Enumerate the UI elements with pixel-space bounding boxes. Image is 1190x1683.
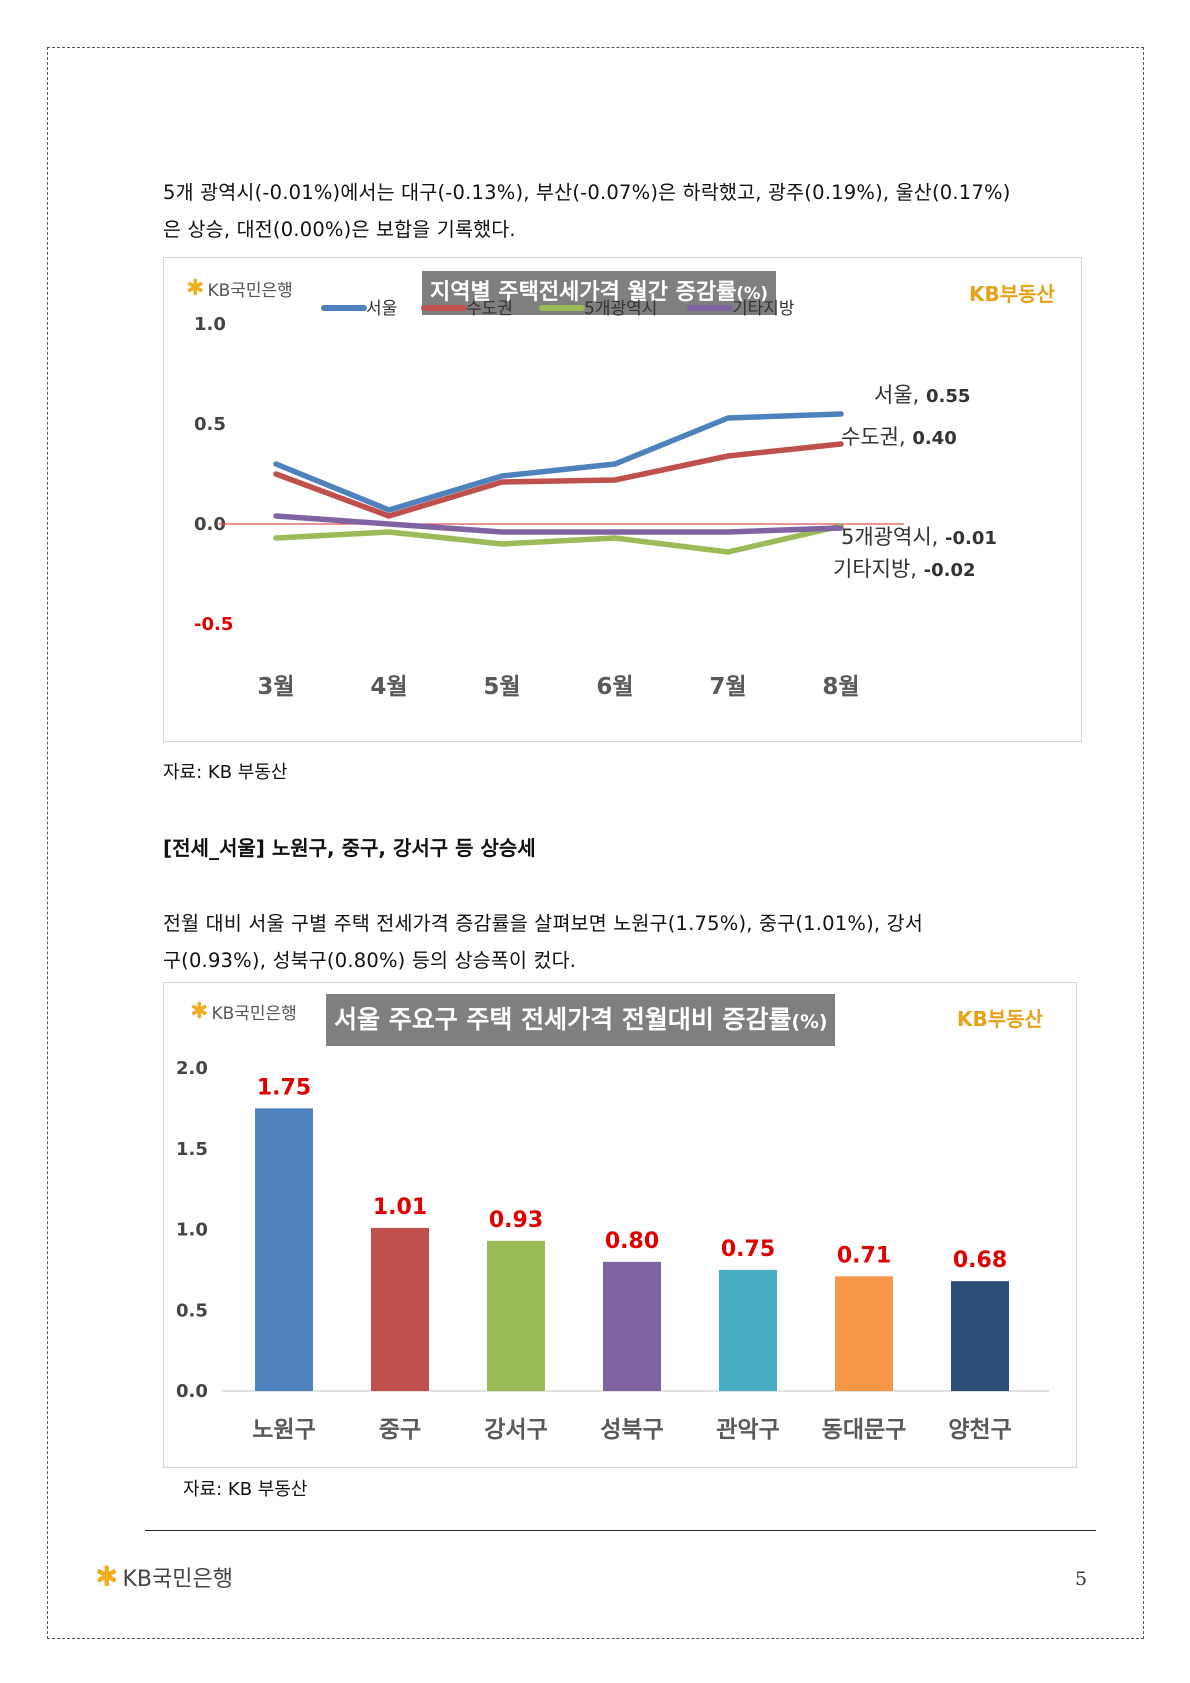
bar-value-label: 0.80 <box>605 1229 659 1254</box>
data-point <box>273 535 279 541</box>
data-point <box>725 549 731 555</box>
kb-star-icon: ✱ <box>95 1560 119 1593</box>
paragraph-line: 5개 광역시(-0.01%)에서는 대구(-0.13%), 부산(-0.07%)… <box>163 181 1011 204</box>
source-note: 자료: KB 부동산 <box>183 1479 308 1500</box>
y-tick-label: 0.0 <box>194 514 226 535</box>
data-point <box>838 441 844 447</box>
series-end-label: 서울, 0.55 <box>874 383 970 407</box>
y-tick-label: 1.0 <box>176 1220 208 1241</box>
seoul-district-bar-chart: ✱ KB국민은행 서울 주요구 주택 전세가격 전월대비 증감률(%) KB부동… <box>163 982 1077 1468</box>
footer-kb-logo: ✱ KB국민은행 <box>95 1560 233 1593</box>
paragraph-metro-cities: 5개 광역시(-0.01%)에서는 대구(-0.13%), 부산(-0.07%)… <box>163 174 1083 248</box>
bar-value-label: 0.75 <box>721 1237 775 1262</box>
kb-real-estate-logo: KB부동산 <box>957 1007 1043 1031</box>
legend-label: 서울 <box>366 299 397 319</box>
bar <box>603 1261 661 1391</box>
bar-value-label: 0.68 <box>953 1248 1007 1273</box>
kb-real-estate-logo: KB부동산 <box>969 282 1055 306</box>
page-border <box>47 47 1144 1639</box>
chart-title: 서울 주요구 주택 전세가격 전월대비 증감률(%) <box>326 994 836 1046</box>
y-tick-label: 2.0 <box>176 1058 208 1079</box>
data-point <box>499 529 505 535</box>
data-point <box>838 411 844 417</box>
legend-label: 5개광역시 <box>584 299 657 319</box>
source-note: 자료: KB 부동산 <box>163 762 288 783</box>
bar <box>951 1281 1009 1391</box>
x-tick-label: 성북구 <box>600 1417 663 1443</box>
x-tick-label: 관악구 <box>716 1417 779 1443</box>
y-tick-label: 1.5 <box>176 1139 208 1160</box>
x-tick-label: 3월 <box>257 674 294 700</box>
bar-value-label: 0.71 <box>837 1243 891 1268</box>
data-point <box>386 507 392 513</box>
data-point <box>386 521 392 527</box>
data-point <box>838 525 844 531</box>
bar-value-label: 1.75 <box>257 1075 311 1100</box>
bar <box>719 1269 777 1391</box>
series-end-label: 수도권, 0.40 <box>841 425 957 449</box>
y-tick-label: 0.5 <box>176 1300 208 1321</box>
data-point <box>499 479 505 485</box>
x-tick-label: 노원구 <box>252 1417 315 1443</box>
paragraph-line: 전월 대비 서울 구별 주택 전세가격 증감률을 살펴보면 노원구(1.75%)… <box>163 912 923 935</box>
paragraph-line: 은 상승, 대전(0.00%)은 보합을 기록했다. <box>163 218 516 241</box>
x-tick-label: 6월 <box>596 674 633 700</box>
chart-title: 지역별 주택전세가격 월간 증감률(%) <box>422 271 776 315</box>
y-tick-label: 1.0 <box>194 314 226 335</box>
data-point <box>725 529 731 535</box>
page-number: 5 <box>1075 1568 1088 1590</box>
x-tick-label: 8월 <box>822 674 859 700</box>
x-tick-label: 양천구 <box>948 1417 1011 1443</box>
data-point <box>386 529 392 535</box>
bar <box>371 1227 429 1391</box>
data-point <box>273 471 279 477</box>
x-tick-label: 중구 <box>379 1417 421 1443</box>
data-point <box>499 541 505 547</box>
line-chart-plot: 1.0 0.5 0.0 -0.5 서울 수도권 5개광역시 기타지방 3월 4월 5월 6월 7월 8월 서… <box>194 299 997 700</box>
legend-label: 기타지방 <box>732 299 795 319</box>
paragraph-seoul-districts: 전월 대비 서울 구별 주택 전세가격 증감률을 살펴보면 노원구(1.75%)… <box>163 905 1083 979</box>
series-line <box>273 513 844 535</box>
data-point <box>273 513 279 519</box>
bar-chart-plot: 2.0 1.5 1.0 0.5 0.0 1.75 노원구 1.01 중구 0.93 강서구 0.80 성… <box>176 1058 1049 1443</box>
footer-divider <box>145 1530 1096 1531</box>
x-tick-label: 동대문구 <box>822 1417 907 1443</box>
bar-value-label: 0.93 <box>489 1208 543 1233</box>
series-line <box>273 523 844 555</box>
y-tick-label: 0.5 <box>194 414 226 435</box>
regional-line-chart: ✱ KB국민은행 지역별 주택전세가격 월간 증감률(%) KB부동산 1.0 0… <box>163 257 1082 742</box>
bar <box>835 1276 893 1391</box>
y-tick-label: -0.5 <box>194 614 233 635</box>
data-point <box>273 461 279 467</box>
series-line <box>273 411 844 513</box>
x-tick-label: 강서구 <box>484 1417 547 1443</box>
data-point <box>386 513 392 519</box>
kb-star-icon: ✱ <box>190 999 209 1024</box>
data-point <box>499 473 505 479</box>
data-point <box>612 461 618 467</box>
series-line <box>273 441 844 519</box>
paragraph-line: 구(0.93%), 성북구(0.80%) 등의 상승폭이 컸다. <box>163 949 577 972</box>
bar <box>487 1240 545 1391</box>
series-end-label: 기타지방, -0.02 <box>833 557 976 581</box>
data-point <box>612 535 618 541</box>
kb-bank-logo: ✱ KB국민은행 <box>186 276 293 301</box>
y-tick-label: 0.0 <box>176 1381 208 1402</box>
series-end-label: 5개광역시, -0.01 <box>841 525 997 549</box>
data-point <box>725 415 731 421</box>
bar-value-label: 1.01 <box>373 1195 427 1220</box>
legend-label: 수도권 <box>466 299 513 319</box>
x-tick-label: 4월 <box>370 674 407 700</box>
data-point <box>612 477 618 483</box>
x-tick-label: 7월 <box>709 674 746 700</box>
section-heading: [전세_서울] 노원구, 중구, 강서구 등 상승세 <box>163 836 536 860</box>
data-point <box>725 453 731 459</box>
kb-bank-logo: ✱ KB국민은행 <box>190 999 297 1024</box>
x-tick-label: 5월 <box>483 674 520 700</box>
data-point <box>612 529 618 535</box>
bar <box>255 1108 313 1391</box>
kb-star-icon: ✱ <box>186 276 205 301</box>
